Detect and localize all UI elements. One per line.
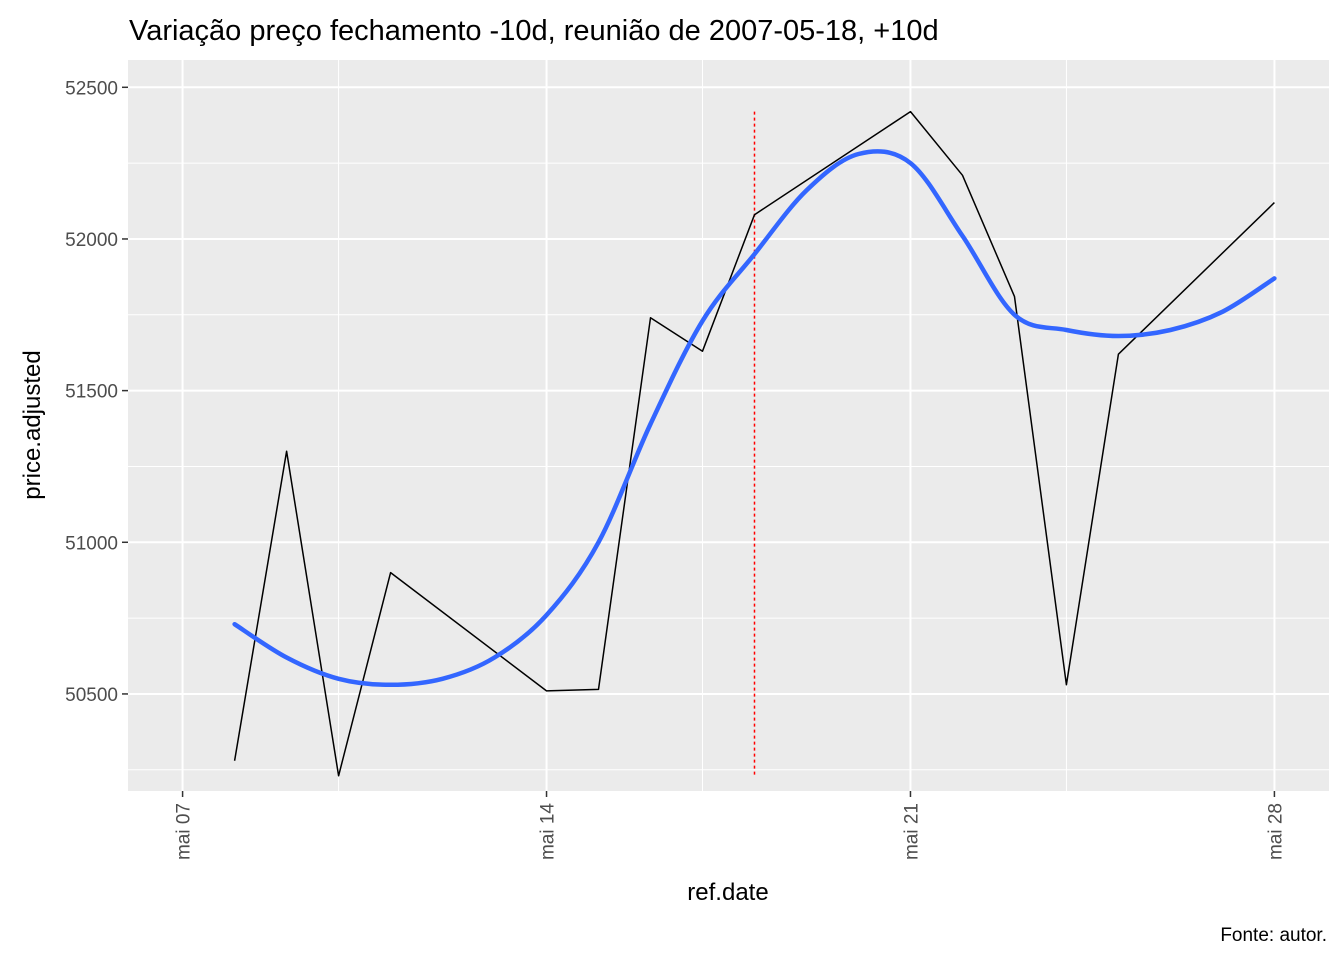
grid-major xyxy=(128,60,1329,791)
caption: Fonte: autor. xyxy=(1220,925,1327,946)
price-series-line xyxy=(233,110,1275,777)
x-tick-label: mai 07 xyxy=(174,803,195,860)
x-axis-title: ref.date xyxy=(687,879,768,906)
x-tick-label: mai 28 xyxy=(1265,803,1286,860)
y-axis-title: price.adjusted xyxy=(19,350,46,499)
x-axis: mai 07 mai 14 mai 21 mai 28 xyxy=(174,791,1286,860)
y-tick-label: 50500 xyxy=(65,685,118,706)
smooth-trend-line xyxy=(232,149,1277,688)
plot-panel xyxy=(128,60,1329,791)
grid-minor xyxy=(128,60,1329,791)
x-tick-label: mai 14 xyxy=(538,803,559,860)
y-tick-label: 52500 xyxy=(65,78,118,99)
y-axis: 50500 51000 51500 52000 52500 xyxy=(65,78,128,706)
y-tick-label: 51000 xyxy=(65,533,118,554)
chart-title: Variação preço fechamento -10d, reunião … xyxy=(129,15,939,47)
x-tick-label: mai 21 xyxy=(901,803,922,860)
y-tick-label: 51500 xyxy=(65,382,118,403)
y-tick-label: 52000 xyxy=(65,230,118,251)
